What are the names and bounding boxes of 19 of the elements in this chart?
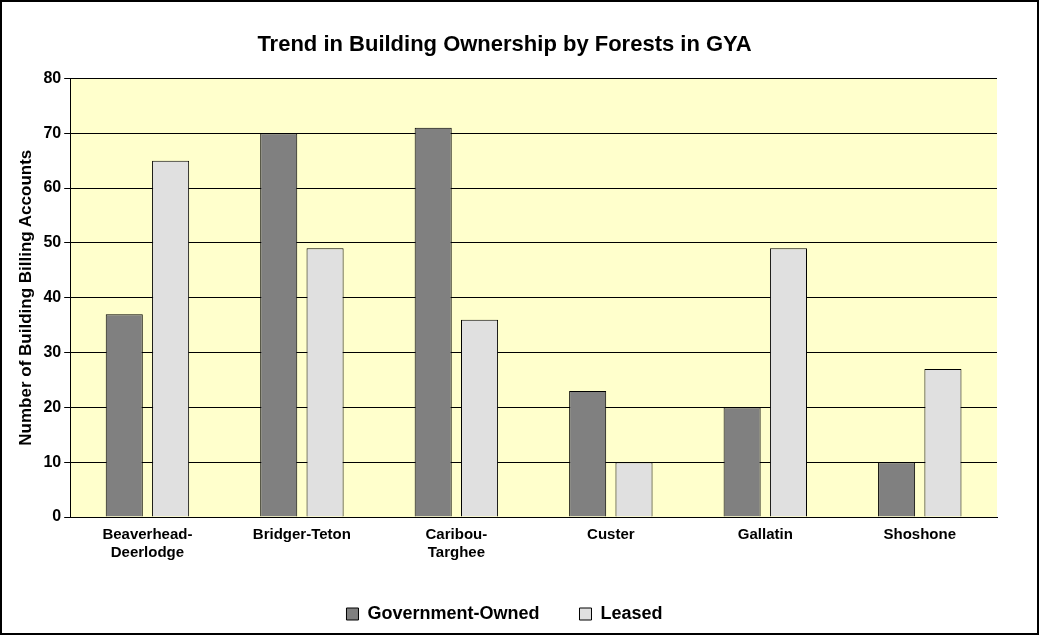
x-tick-label: Gallatin xyxy=(737,525,793,543)
y-tick-label: 10 xyxy=(43,452,62,470)
y-tick-label: 80 xyxy=(43,68,62,86)
x-tick-label: Shoshone xyxy=(883,525,957,543)
y-tick-label: 50 xyxy=(43,233,62,251)
legend-label: Government-Owned xyxy=(367,602,540,623)
x-tick-label: Caribou-Targhee xyxy=(425,525,488,561)
x-tick-label: Bridger-Teton xyxy=(252,525,351,543)
x-tick-label: Beaverhead-Deerlodge xyxy=(102,525,193,561)
y-tick-label: 20 xyxy=(43,397,62,415)
y-tick-label: 60 xyxy=(43,178,62,196)
y-axis-title: Number of Building Billing Accounts xyxy=(15,149,35,446)
y-tick-label: 70 xyxy=(43,123,62,141)
y-tick-label: 40 xyxy=(43,288,62,306)
x-tick-label: Custer xyxy=(587,525,635,543)
y-tick-label: 0 xyxy=(52,507,62,525)
chart-title: Trend in Building Ownership by Forests in GYA xyxy=(257,31,752,57)
legend-label: Leased xyxy=(600,602,663,623)
y-tick-label: 30 xyxy=(43,342,62,360)
